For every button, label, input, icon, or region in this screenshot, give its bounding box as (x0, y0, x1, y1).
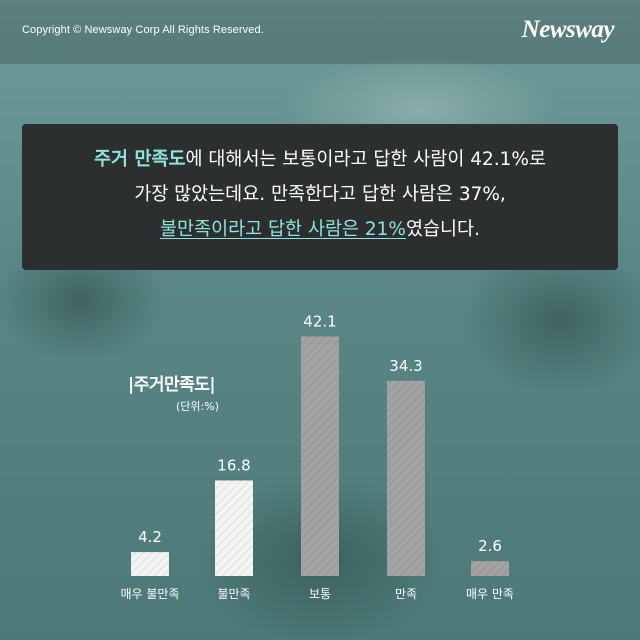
summary-box: 주거 만족도에 대해서는 보통이라고 답한 사람이 42.1%로 가장 많았는데… (22, 124, 618, 270)
bar-1 (131, 552, 169, 576)
bar-value-label: 34.3 (389, 357, 422, 375)
bar-value-label: 2.6 (478, 537, 502, 555)
summary-line-2: 가장 많았는데요. 만족한다고 답한 사람은 37%, (134, 184, 506, 205)
bar-3 (301, 336, 339, 576)
category-label: 만족 (395, 587, 417, 601)
category-label: 불만족 (217, 587, 250, 601)
chart-unit: (단위:%) (176, 400, 219, 413)
summary-line-3-rest: 였습니다. (406, 219, 480, 240)
category-label: 매우 불만족 (120, 587, 179, 601)
chart-title: |주거만족도| (128, 375, 216, 395)
top-bar (0, 0, 640, 64)
summary-line-1-rest: 에 대해서는 보통이라고 답한 사람이 42.1%로 (185, 149, 547, 170)
category-label: 매우 만족 (466, 587, 514, 601)
bar-value-label: 4.2 (138, 528, 162, 546)
bar-value-label: 42.1 (303, 312, 336, 330)
bar-2 (215, 480, 253, 576)
newsway-logo: Newsway (521, 16, 615, 43)
summary-line-3: 불만족이라고 답한 사람은 21%였습니다. (32, 212, 608, 247)
copyright-text: Copyright © Newsway Corp All Rights Rese… (22, 24, 264, 36)
bar-5 (471, 561, 509, 576)
bar-4 (387, 380, 425, 576)
summary-underlined: 불만족이라고 답한 사람은 21% (160, 219, 406, 240)
bar-value-label: 16.8 (217, 456, 250, 474)
summary-line-1: 주거 만족도에 대해서는 보통이라고 답한 사람이 42.1%로 (32, 142, 608, 177)
summary-highlight: 주거 만족도 (93, 149, 186, 170)
category-label: 보통 (309, 587, 331, 601)
